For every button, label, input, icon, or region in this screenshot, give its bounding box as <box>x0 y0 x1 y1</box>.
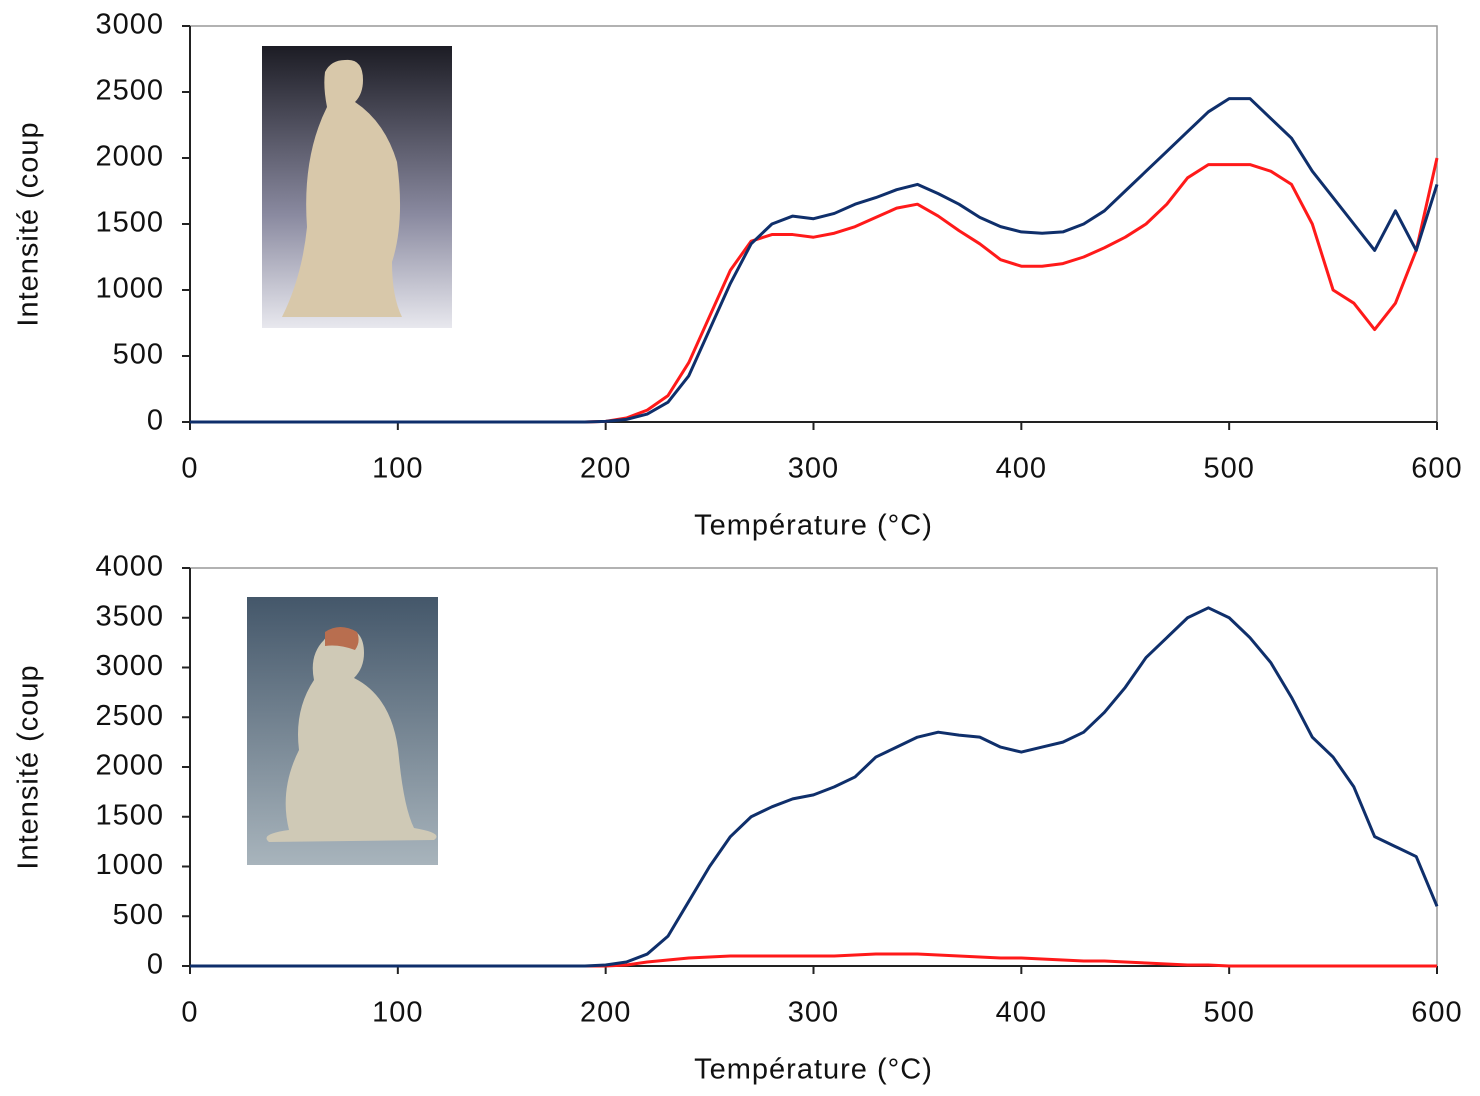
x-tick-label: 100 <box>372 453 423 485</box>
y-tick-label: 4000 <box>95 551 164 583</box>
y-tick-label: 2000 <box>95 750 164 782</box>
x-tick-label: 0 <box>181 453 198 485</box>
x-tick-label: 400 <box>996 997 1047 1029</box>
y-tick-label: 2500 <box>95 700 164 732</box>
plot-frame <box>190 25 1438 422</box>
plot-frame <box>190 567 1438 966</box>
y-tick-label: 0 <box>147 949 164 981</box>
x-tick-label: 300 <box>788 997 839 1029</box>
y-tick-label: 2500 <box>95 75 164 107</box>
y-tick-label: 1000 <box>95 273 164 305</box>
data-line <box>190 606 1439 968</box>
data-line <box>190 952 1437 968</box>
x-tick-label: 600 <box>1411 997 1462 1029</box>
x-tick-label: 0 <box>181 997 198 1029</box>
y-tick-label: 1000 <box>95 849 164 881</box>
photo-seated-figure <box>247 597 438 865</box>
x-axis-title: Température (°C) <box>694 1054 933 1086</box>
x-tick-label: 600 <box>1411 453 1462 485</box>
x-tick-label: 400 <box>996 453 1047 485</box>
y-tick-label: 500 <box>113 899 164 931</box>
y-tick-label: 3500 <box>95 600 164 632</box>
x-tick-label: 300 <box>788 453 839 485</box>
x-tick-label: 100 <box>372 997 423 1029</box>
y-tick-label: 0 <box>147 405 164 437</box>
y-tick-label: 1500 <box>95 207 164 239</box>
y-axis-title: Intensité (coup <box>13 121 45 326</box>
x-tick-label: 500 <box>1203 997 1254 1029</box>
photo-standing-figure <box>262 46 452 328</box>
y-tick-label: 1500 <box>95 799 164 831</box>
y-tick-label: 3000 <box>95 9 164 41</box>
y-tick-label: 2000 <box>95 141 164 173</box>
x-tick-label: 200 <box>580 453 631 485</box>
x-axis-title: Température (°C) <box>694 510 933 542</box>
x-tick-label: 200 <box>580 997 631 1029</box>
data-line <box>190 97 1439 424</box>
y-axis-title: Intensité (coup <box>13 664 45 869</box>
y-tick-label: 3000 <box>95 650 164 682</box>
y-tick-label: 500 <box>113 339 164 371</box>
x-tick-label: 500 <box>1203 453 1254 485</box>
